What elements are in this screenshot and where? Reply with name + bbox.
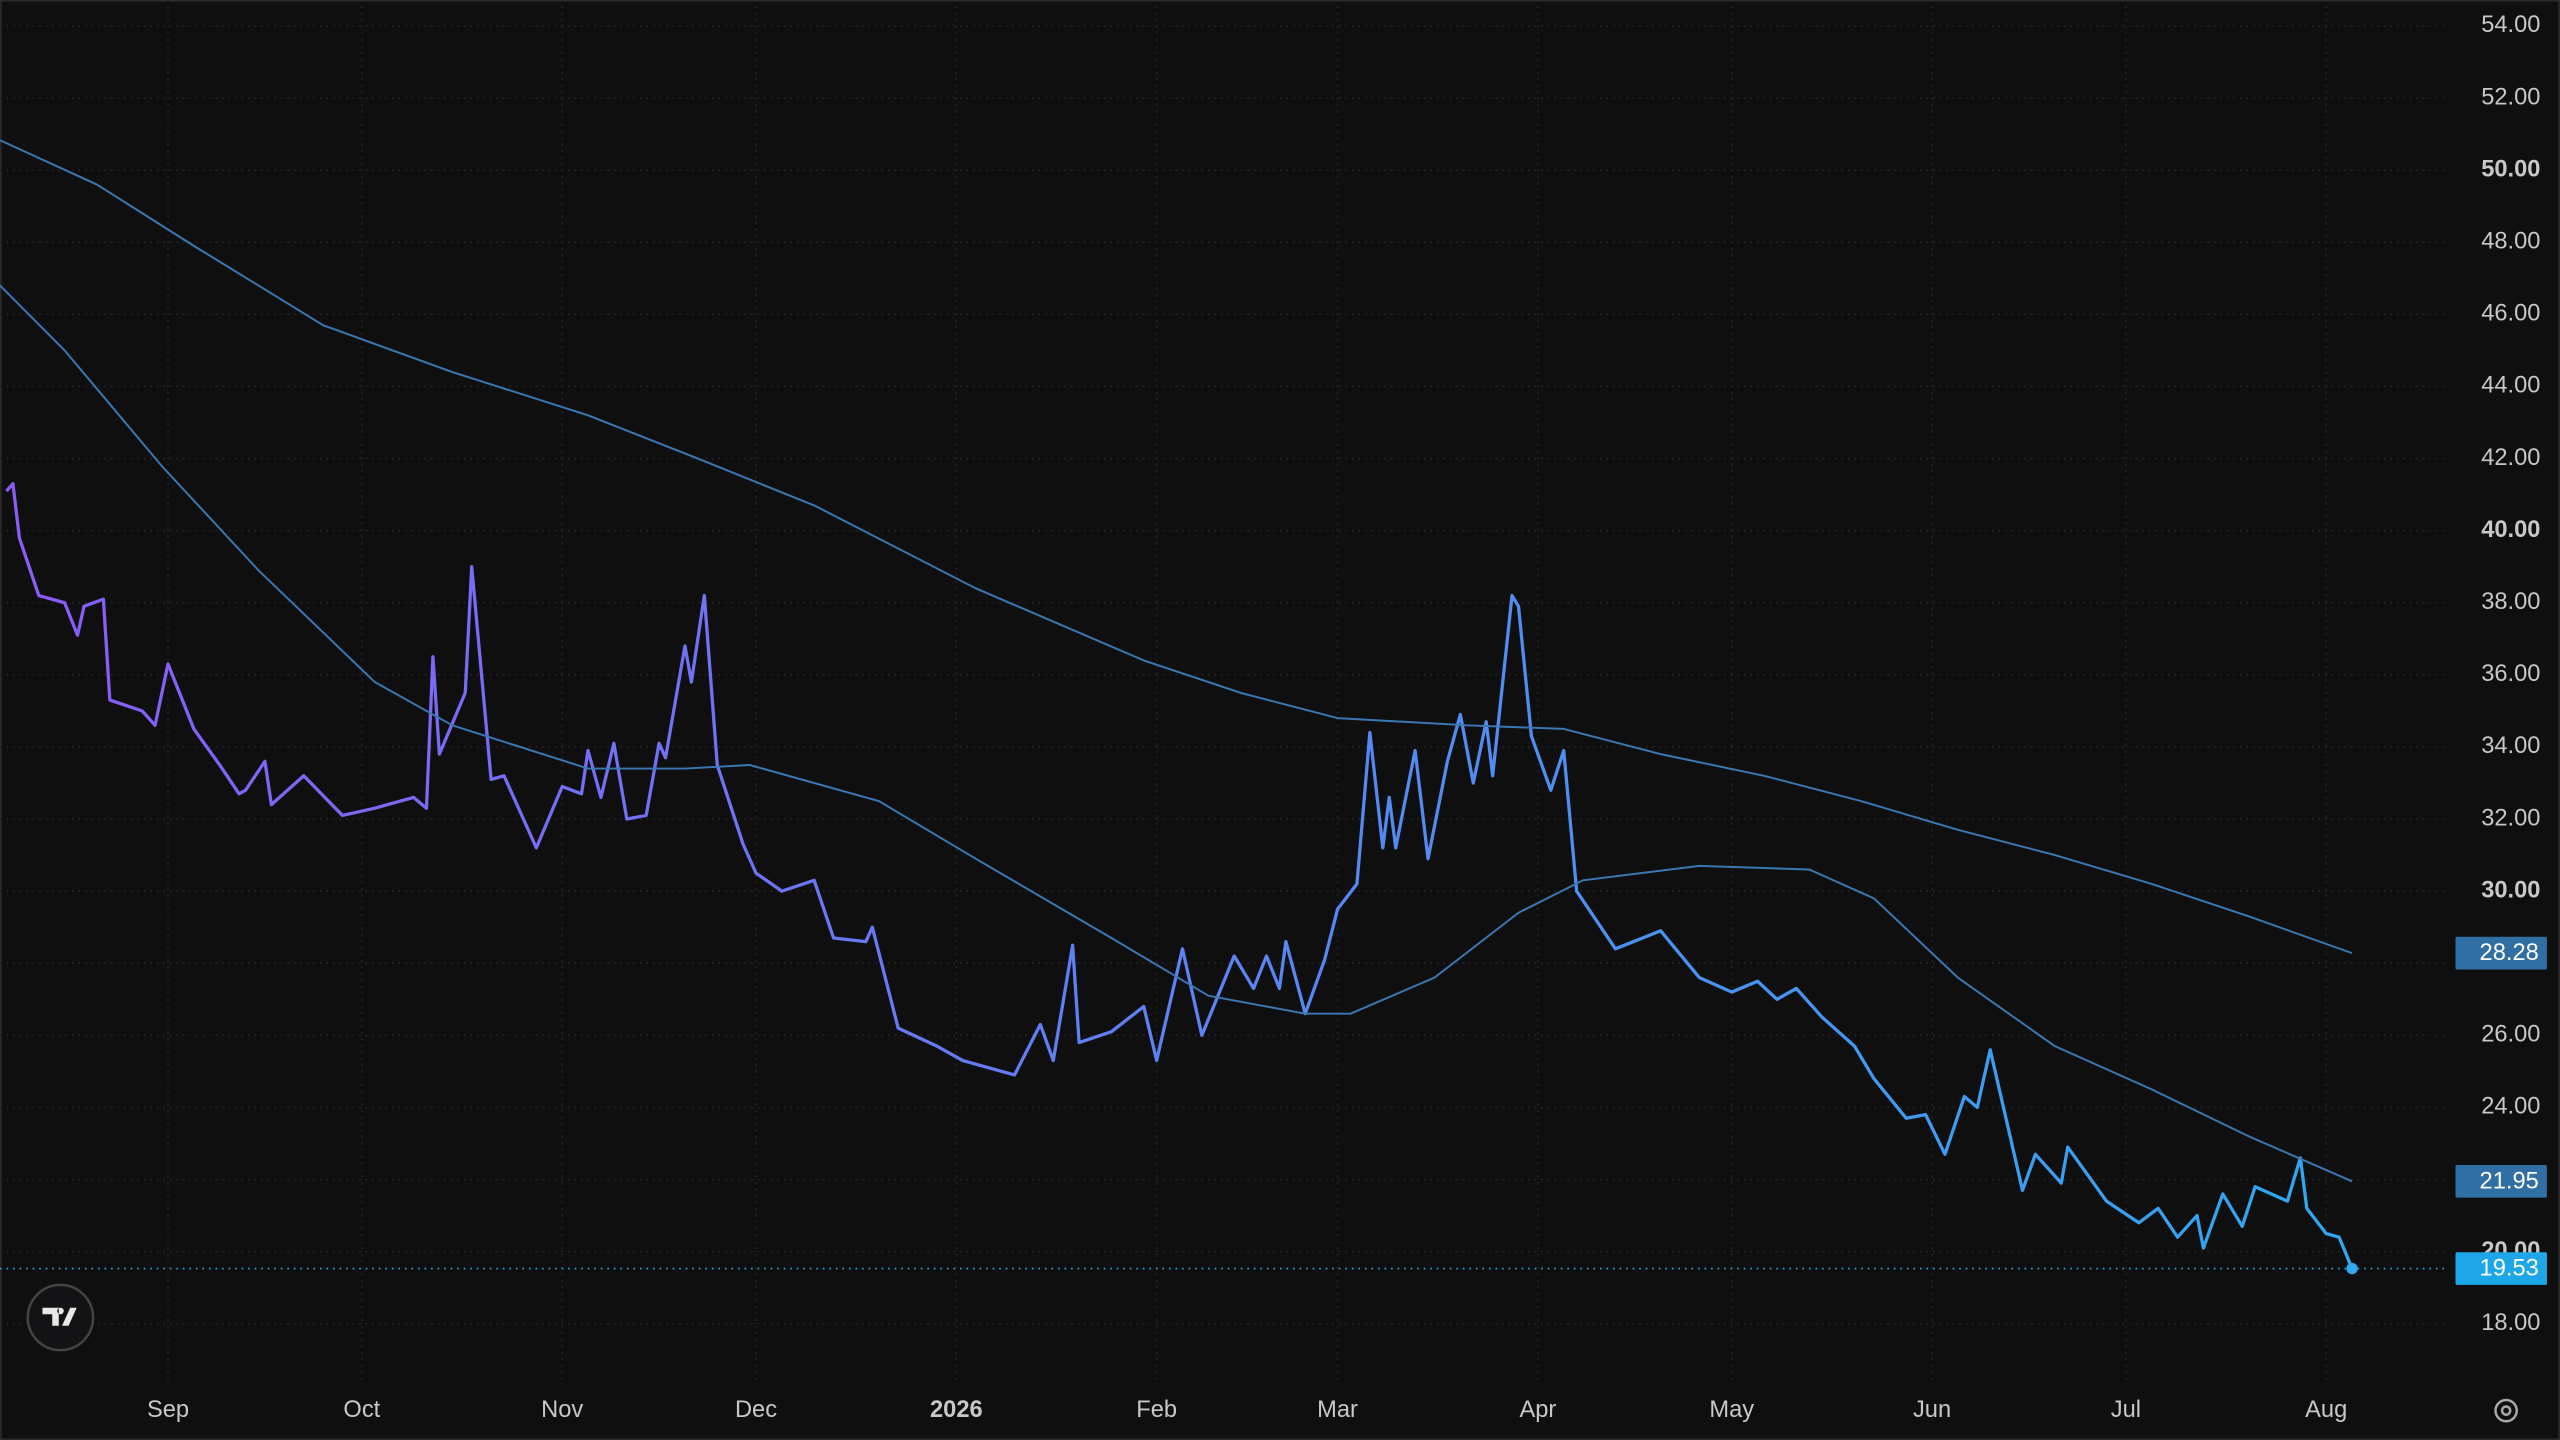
y-tick-label: 30.00: [2481, 877, 2540, 903]
y-tick-label: 48.00: [2481, 228, 2540, 254]
x-tick-label: Aug: [2305, 1397, 2347, 1423]
x-tick-label: Jul: [2111, 1397, 2141, 1423]
y-tick-label: 36.00: [2481, 661, 2540, 687]
logo[interactable]: [26, 1283, 95, 1352]
y-tick-label: 38.00: [2481, 589, 2540, 615]
logo-circle[interactable]: [26, 1283, 95, 1352]
x-tick-label: Oct: [343, 1397, 380, 1423]
last-point: [2346, 1262, 2358, 1275]
last-value-label: 19.53: [2480, 1256, 2539, 1282]
price-line: [5, 482, 2354, 1270]
x-tick-label: Nov: [541, 1397, 583, 1423]
x-tick-label: Sep: [147, 1397, 189, 1423]
y-tick-label: 32.00: [2481, 805, 2540, 831]
y-tick-label: 54.00: [2481, 12, 2540, 38]
y-tick-label: 50.00: [2481, 156, 2540, 182]
y-tick-label: 34.00: [2481, 733, 2540, 759]
x-tick-label: Jun: [1913, 1397, 1951, 1423]
y-tick-label: 24.00: [2481, 1094, 2540, 1120]
last-value-label: 28.28: [2480, 940, 2539, 966]
logo-mark[interactable]: [42, 1307, 77, 1326]
y-tick-label: 46.00: [2481, 301, 2540, 327]
y-tick-label: 44.00: [2481, 373, 2540, 399]
last-value-box: [2455, 1164, 2547, 1198]
x-tick-label: Apr: [1519, 1397, 1556, 1423]
y-tick-label: 52.00: [2481, 84, 2540, 110]
x-tick-label: Mar: [1317, 1397, 1358, 1423]
y-tick-label: 42.00: [2481, 445, 2540, 471]
x-tick-label: May: [1709, 1397, 1754, 1423]
moving-average-line: [0, 139, 2353, 955]
settings-icon[interactable]: [2494, 1398, 2518, 1423]
gear-ring[interactable]: [2494, 1398, 2518, 1423]
moving-average-line: [0, 284, 2353, 1183]
x-tick-label: Feb: [1136, 1397, 1177, 1423]
last-value-label: 21.95: [2480, 1168, 2539, 1194]
x-tick-label: 2026: [930, 1397, 983, 1423]
gear-hub[interactable]: [2500, 1405, 2512, 1416]
y-tick-label: 26.00: [2481, 1022, 2540, 1048]
x-tick-label: Dec: [735, 1397, 777, 1423]
y-tick-label: 40.00: [2481, 517, 2540, 543]
y-tick-label: 18.00: [2481, 1310, 2540, 1336]
last-value-box: [2455, 1252, 2547, 1285]
last-value-box: [2455, 936, 2547, 970]
